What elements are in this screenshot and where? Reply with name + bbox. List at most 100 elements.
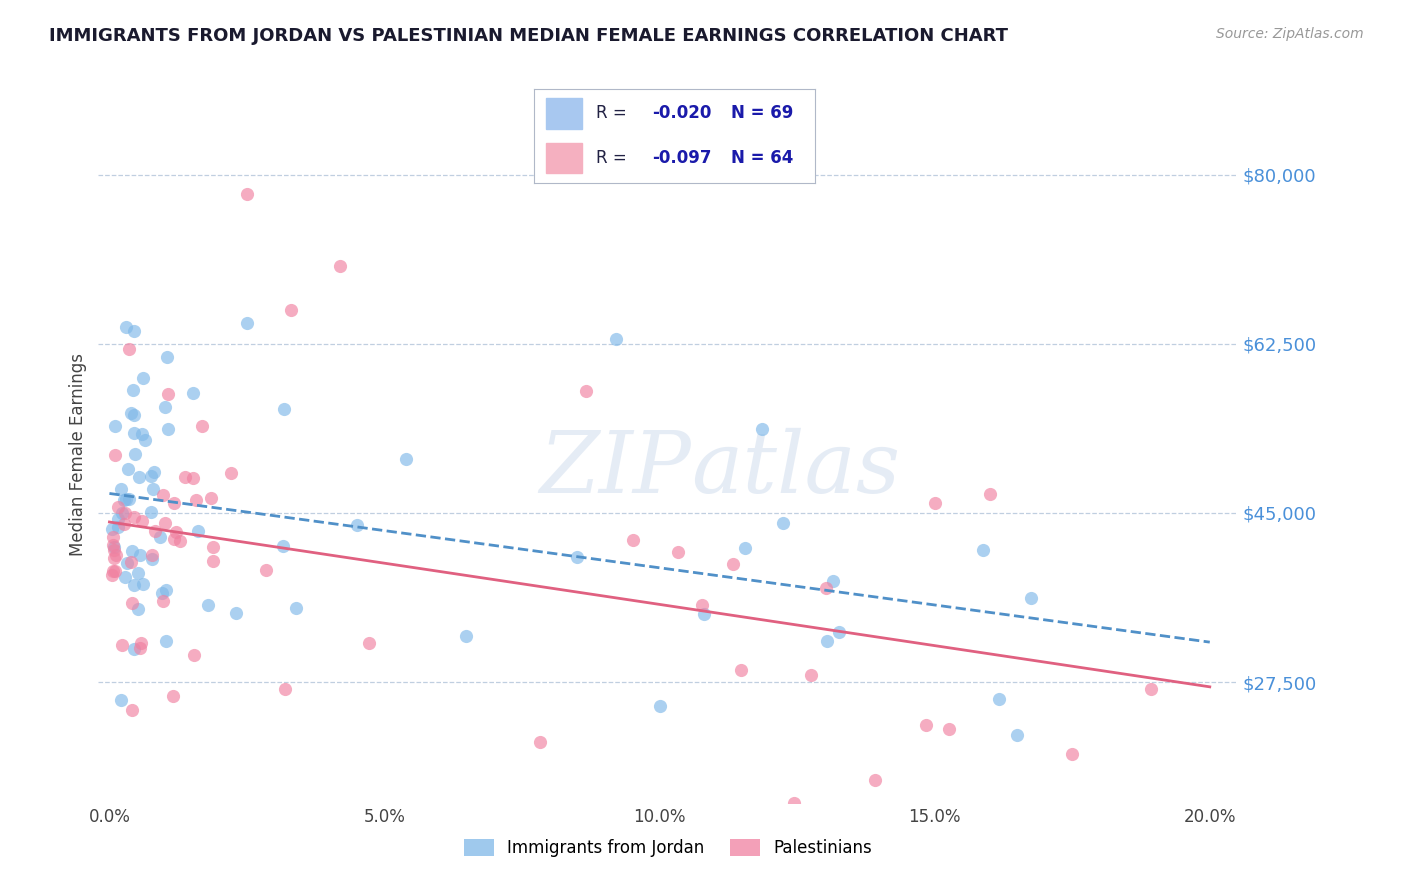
Point [155, 516, 177, 530]
Point [1005, 728, 1028, 742]
Point [132, 576, 155, 591]
Y-axis label: Median Female Earnings: Median Female Earnings [69, 353, 87, 557]
Point [273, 401, 295, 416]
Point [122, 425, 145, 440]
Point [112, 516, 135, 531]
Point [721, 558, 744, 572]
Point [114, 570, 136, 584]
Point [118, 342, 141, 356]
Point [101, 538, 124, 552]
Point [693, 607, 716, 622]
Point [127, 601, 149, 615]
Point [107, 520, 129, 534]
Point [163, 495, 186, 509]
Point [821, 574, 844, 589]
Point [751, 421, 773, 435]
Point [124, 577, 146, 591]
Point [115, 320, 138, 334]
Point [142, 465, 165, 479]
Point [1140, 682, 1163, 697]
Point [972, 542, 994, 557]
Point [103, 542, 125, 557]
Point [129, 549, 152, 563]
Point [815, 581, 838, 595]
Point [329, 260, 352, 274]
Point [104, 419, 127, 434]
Point [163, 532, 186, 546]
Point [101, 530, 124, 544]
Point [131, 514, 153, 528]
Point [690, 598, 713, 612]
Point [162, 689, 184, 703]
Point [105, 548, 128, 562]
Point [181, 386, 204, 401]
Text: IMMIGRANTS FROM JORDAN VS PALESTINIAN MEDIAN FEMALE EARNINGS CORRELATION CHART: IMMIGRANTS FROM JORDAN VS PALESTINIAN ME… [49, 27, 1008, 45]
Point [129, 640, 152, 655]
Point [201, 554, 224, 568]
Point [274, 681, 297, 696]
Point [200, 491, 222, 506]
Point [104, 449, 127, 463]
Point [280, 302, 302, 317]
Point [132, 370, 155, 384]
Point [142, 482, 165, 496]
Point [157, 422, 180, 436]
Text: atlas: atlas [690, 427, 900, 510]
Bar [546, 97, 582, 128]
Text: R =: R = [596, 149, 633, 167]
Point [104, 564, 127, 578]
Point [191, 419, 214, 434]
Point [127, 566, 149, 580]
Point [124, 447, 146, 461]
Point [236, 186, 259, 201]
Point [197, 598, 219, 612]
Text: -0.097: -0.097 [652, 149, 711, 167]
Point [120, 555, 142, 569]
Point [567, 550, 589, 565]
Point [112, 493, 135, 508]
Point [395, 451, 418, 466]
Point [987, 691, 1010, 706]
Point [273, 539, 295, 553]
Point [111, 638, 134, 652]
Point [141, 505, 163, 519]
Point [284, 600, 307, 615]
Point [107, 500, 129, 514]
Point [122, 383, 145, 397]
Point [165, 524, 187, 539]
Text: -0.020: -0.020 [652, 104, 711, 122]
Point [865, 772, 887, 787]
Point [186, 493, 208, 508]
Text: R =: R = [596, 104, 633, 122]
Point [118, 491, 141, 506]
Point [111, 506, 134, 520]
Point [152, 594, 174, 608]
Point [107, 512, 129, 526]
Point [110, 482, 132, 496]
Point [183, 648, 205, 662]
Point [117, 462, 139, 476]
Point [924, 496, 946, 510]
Point [155, 634, 177, 648]
Point [156, 387, 179, 401]
Point [605, 332, 627, 346]
Point [115, 556, 138, 570]
Point [783, 796, 806, 810]
Point [141, 551, 163, 566]
Point [152, 488, 174, 502]
Point [122, 409, 145, 423]
Point [648, 699, 671, 714]
Point [174, 470, 197, 484]
Point [122, 324, 145, 338]
Point [121, 596, 143, 610]
Point [139, 468, 162, 483]
Point [828, 625, 851, 640]
Point [1021, 591, 1043, 606]
Point [183, 471, 205, 485]
Legend: Immigrants from Jordan, Palestinians: Immigrants from Jordan, Palestinians [464, 838, 872, 857]
Point [121, 703, 143, 717]
Point [575, 384, 598, 398]
Point [202, 540, 225, 554]
Point [114, 507, 136, 521]
Point [101, 522, 124, 536]
